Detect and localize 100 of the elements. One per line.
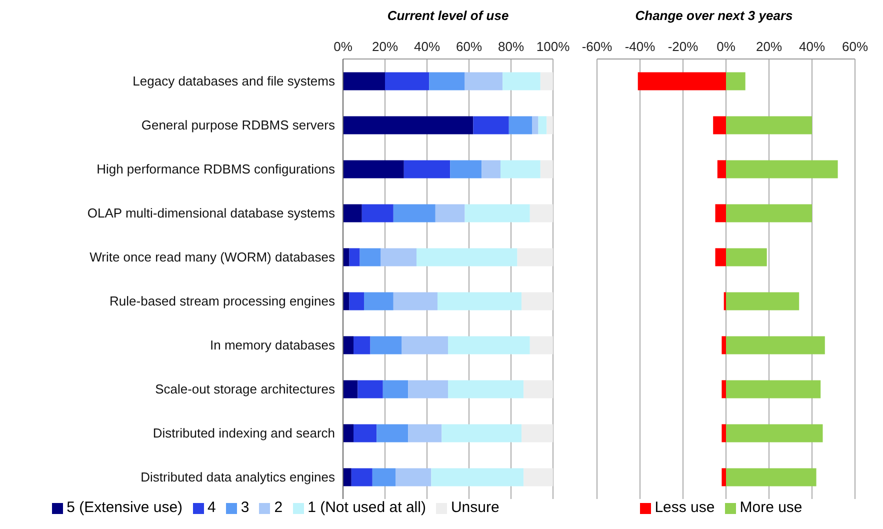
bar	[343, 116, 474, 134]
bar	[358, 380, 383, 398]
legend-label: 1 (Not used at all)	[308, 499, 426, 516]
bar	[524, 380, 553, 398]
x-tick-label: 20%	[756, 39, 782, 54]
x-tick-label: 20%	[372, 39, 398, 54]
bar	[442, 424, 522, 442]
y-tick-label: Distributed data analytics engines	[140, 470, 336, 485]
bar	[416, 248, 518, 266]
bar	[435, 204, 465, 222]
legend-label: Less use	[654, 499, 715, 516]
bar	[726, 116, 812, 134]
bar	[438, 292, 522, 310]
bar	[540, 72, 553, 90]
bar	[376, 424, 408, 442]
bar	[372, 468, 396, 486]
bar	[464, 204, 530, 222]
bar	[726, 336, 825, 354]
bar	[404, 160, 450, 178]
chart-title: Change over next 3 years	[634, 8, 794, 25]
bar	[380, 248, 416, 266]
bar	[524, 468, 553, 486]
legend-label: More use	[740, 499, 802, 516]
bar	[448, 336, 530, 354]
y-tick-label: General purpose RDBMS servers	[141, 118, 336, 133]
bar	[546, 116, 553, 134]
bar	[464, 72, 503, 90]
bar	[482, 160, 500, 178]
bar	[343, 468, 352, 486]
bar	[364, 292, 394, 310]
legend-label: 5 (Extensive use)	[66, 499, 183, 516]
bar	[726, 204, 812, 222]
legend-label: 2	[274, 499, 283, 516]
bar	[402, 336, 448, 354]
bar	[370, 336, 402, 354]
chart-title: Current level of use	[386, 8, 510, 25]
y-tick-label: In memory databases	[210, 338, 336, 353]
x-tick-label: 0%	[716, 39, 736, 54]
bar	[538, 116, 547, 134]
x-tick-label: 100%	[536, 39, 570, 54]
bar	[540, 160, 553, 178]
bar	[362, 204, 394, 222]
bar	[343, 380, 358, 398]
y-tick-label: Distributed indexing and search	[152, 426, 335, 441]
y-tick-label: Rule-based stream processing engines	[110, 294, 336, 309]
x-tick-label: 40%	[414, 39, 440, 54]
bar	[726, 424, 823, 442]
x-tick-label: 60%	[842, 39, 868, 54]
bar	[502, 72, 540, 90]
bar	[450, 160, 482, 178]
bar	[530, 204, 553, 222]
x-tick-label: 80%	[498, 39, 524, 54]
bar	[717, 160, 726, 178]
bar	[715, 204, 726, 222]
bar	[726, 380, 821, 398]
bar	[349, 248, 360, 266]
bar	[722, 336, 726, 354]
bar	[508, 116, 532, 134]
bar	[530, 336, 553, 354]
bar	[351, 468, 372, 486]
bar	[722, 380, 726, 398]
bar	[393, 292, 438, 310]
bar	[522, 292, 553, 310]
bar	[429, 72, 465, 90]
bar	[354, 424, 377, 442]
bar	[343, 292, 350, 310]
legend-label: Unsure	[450, 499, 500, 516]
bar	[638, 72, 726, 90]
legend-label: 3	[240, 499, 250, 516]
x-tick-label: 60%	[456, 39, 482, 54]
bar	[343, 160, 404, 178]
y-tick-label: Scale-out storage architectures	[155, 382, 336, 397]
bar	[343, 336, 354, 354]
y-tick-label: Write once read many (WORM) databases	[90, 250, 336, 265]
x-tick-label: -20%	[668, 39, 699, 54]
bar	[532, 116, 538, 134]
bar	[360, 248, 381, 266]
bar	[343, 204, 362, 222]
bar	[408, 380, 448, 398]
legend-label: 4	[208, 499, 216, 516]
bar	[408, 424, 442, 442]
x-tick-label: -60%	[582, 39, 613, 54]
bar	[726, 292, 800, 310]
bar	[713, 116, 726, 134]
y-tick-label: OLAP multi-dimensional database systems	[87, 206, 336, 221]
bar	[722, 468, 726, 486]
bar	[473, 116, 509, 134]
bar	[726, 160, 838, 178]
bar	[431, 468, 524, 486]
x-tick-label: -40%	[624, 39, 656, 54]
bar	[448, 380, 524, 398]
bar	[382, 380, 408, 398]
bar	[726, 248, 767, 266]
bar	[385, 72, 430, 90]
bar	[343, 72, 385, 90]
bar	[715, 248, 726, 266]
bar	[522, 424, 553, 442]
bar	[393, 204, 436, 222]
bar	[726, 468, 816, 486]
bar	[722, 424, 726, 442]
